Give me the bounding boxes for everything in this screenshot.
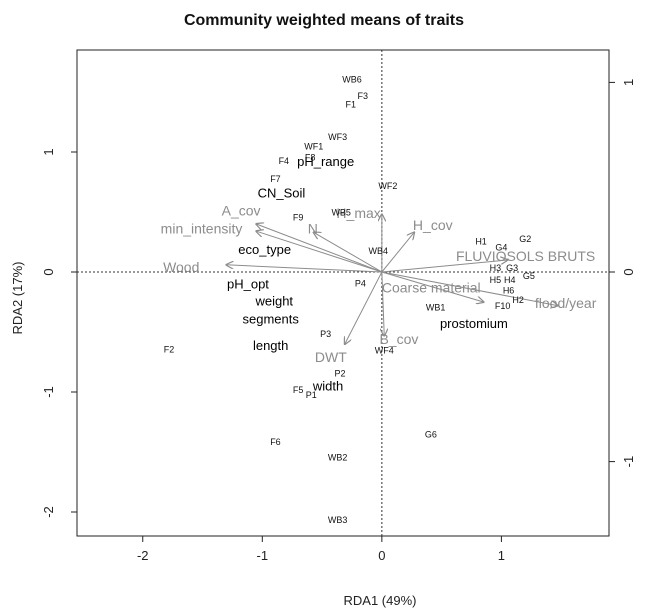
- site-label: F2: [164, 344, 175, 354]
- env-vector-label: min_intensity: [161, 221, 243, 237]
- trait-label: CN_Soil: [258, 185, 306, 200]
- site-label: F9: [293, 212, 304, 222]
- site-label: P4: [355, 278, 366, 288]
- right-tick-label: 0: [621, 268, 636, 275]
- env-vector-arrow: [381, 271, 558, 306]
- y-tick-label: 1: [41, 148, 56, 155]
- trait-label: length: [253, 338, 288, 353]
- site-label: G3: [506, 263, 518, 273]
- y-tick-label: -2: [41, 506, 56, 518]
- env-vector-label: B_cov: [379, 331, 418, 347]
- chart-title: Community weighted means of traits: [184, 12, 464, 29]
- site-label: WB5: [331, 208, 351, 218]
- trait-label: segments: [242, 311, 299, 326]
- site-label: WB1: [426, 302, 446, 312]
- zero-lines: [77, 50, 609, 536]
- site-label: H5: [490, 275, 502, 285]
- site-label: G2: [519, 234, 531, 244]
- env-vector-arrow: [381, 232, 414, 273]
- env-vector-label: H_cov: [413, 217, 453, 233]
- env-vector-label: flood/year: [535, 295, 597, 311]
- x-axis-label: RDA1 (49%): [344, 593, 417, 608]
- x-tick-label: -2: [137, 548, 149, 563]
- site-label: G4: [495, 242, 507, 252]
- site-label: F7: [270, 174, 281, 184]
- y-tick-label: -1: [41, 386, 56, 398]
- env-vector-arrow: [314, 232, 383, 273]
- site-label: H3: [490, 263, 502, 273]
- env-vector-arrow: [381, 260, 508, 273]
- env-vector-arrow: [226, 265, 382, 273]
- x-tick-label: 0: [378, 548, 385, 563]
- env-vector-arrow: [381, 271, 484, 302]
- site-label: F10: [495, 301, 511, 311]
- x-tick-label: -1: [257, 548, 269, 563]
- left-axis: -2 -1 0 1: [41, 148, 77, 518]
- env-vector-label: A_cov: [222, 203, 261, 219]
- bottom-axis: -2 -1 0 1: [137, 536, 505, 563]
- site-label: P2: [335, 368, 346, 378]
- site-label: H6: [503, 286, 515, 296]
- site-label: WB2: [328, 452, 348, 462]
- trait-label: width: [312, 379, 343, 394]
- trait-label: weight: [254, 293, 293, 308]
- site-label: WF1: [304, 142, 323, 152]
- right-tick-label: 1: [621, 79, 636, 86]
- site-label: WF3: [328, 132, 347, 142]
- site-label: WB3: [328, 515, 348, 525]
- trait-label: pH_opt: [227, 277, 269, 292]
- trait-label: eco_type: [238, 242, 291, 257]
- site-label: WF4: [375, 346, 394, 356]
- site-label: F6: [270, 437, 281, 447]
- site-label: F4: [279, 156, 290, 166]
- right-tick-label: -1: [621, 456, 636, 468]
- site-label: WF2: [378, 181, 397, 191]
- site-label: H1: [475, 236, 487, 246]
- env-vector-label: DWT: [315, 349, 347, 365]
- site-label: F3: [357, 91, 368, 101]
- plot-frame: [76, 49, 610, 537]
- site-label: P3: [320, 329, 331, 339]
- site-label: H4: [504, 275, 516, 285]
- trait-label: prostomium: [440, 316, 508, 331]
- environment-vectors: A_cov min_intensity N Wood H_max H_covFLUVIOS…: [161, 203, 597, 365]
- env-vector-arrow: [256, 231, 383, 273]
- site-label: F5: [293, 385, 304, 395]
- env-vector-arrow: [256, 224, 383, 273]
- env-vector-label: H_max: [336, 205, 380, 221]
- trait-label: pH_range: [297, 154, 354, 169]
- site-label: G6: [425, 430, 437, 440]
- y-axis-label: RDA2 (17%): [10, 262, 25, 335]
- env-vector-label: Coarse material: [382, 279, 481, 295]
- x-tick-label: 1: [498, 548, 505, 563]
- env-vector-label: Wood: [163, 259, 199, 275]
- env-vector-arrow: [345, 271, 383, 344]
- env-vector-arrow: [382, 271, 384, 336]
- y-tick-label: 0: [41, 268, 56, 275]
- site-label: G5: [523, 271, 535, 281]
- env-vector-label: FLUVIOSOLS BRUTS: [456, 248, 595, 264]
- site-label: WB6: [342, 74, 362, 84]
- site-label: F1: [346, 100, 357, 110]
- site-label: H2: [512, 295, 524, 305]
- right-axis: 1 0 -1: [609, 79, 636, 468]
- site-label: P1: [306, 390, 317, 400]
- env-vector-label: N: [308, 221, 318, 237]
- site-label: F8: [305, 152, 316, 162]
- site-label: WB4: [369, 246, 389, 256]
